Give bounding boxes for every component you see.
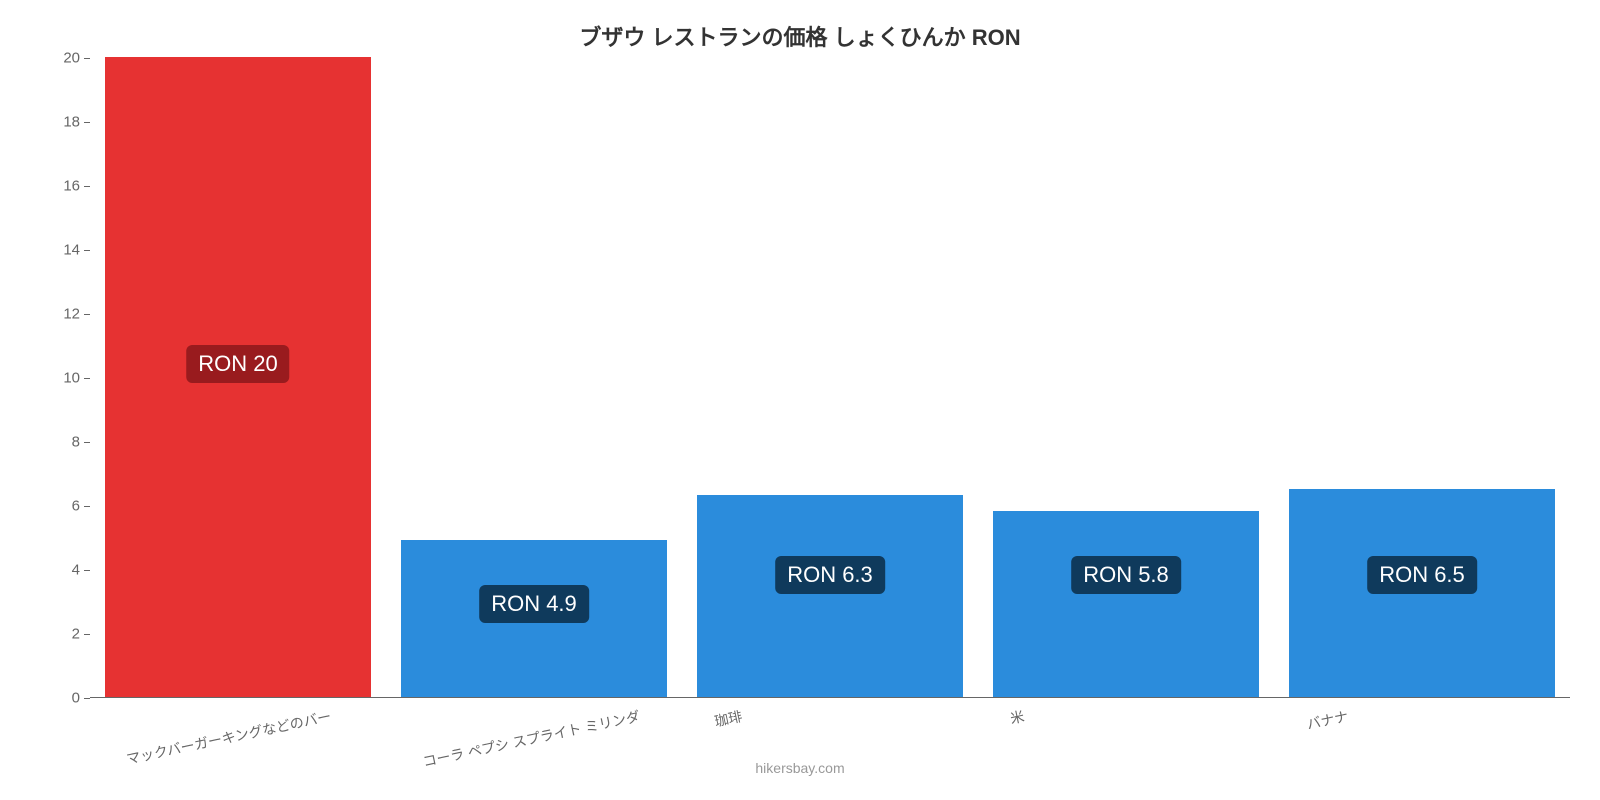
value-badge: RON 6.5 [1367, 556, 1477, 594]
chart-credit: hikersbay.com [755, 760, 844, 776]
bar: RON 5.8 [993, 511, 1259, 697]
value-badge: RON 6.3 [775, 556, 885, 594]
plot-area: 02468101214161820RON 20RON 4.9RON 6.3RON… [90, 58, 1570, 698]
chart-title: ブザウ レストランの価格 しょくひんか RON [579, 20, 1020, 52]
price-bar-chart: ブザウ レストランの価格 しょくひんか RON 0246810121416182… [0, 0, 1600, 800]
y-tick-mark [84, 250, 90, 251]
x-axis-label: バナナ [1305, 706, 1350, 734]
y-tick-mark [84, 698, 90, 699]
value-badge: RON 4.9 [479, 585, 589, 623]
y-tick-mark [84, 186, 90, 187]
x-axis-label: 珈琲 [712, 706, 744, 731]
y-tick-mark [84, 58, 90, 59]
bar: RON 6.3 [697, 495, 963, 697]
x-axis-label: マックバーガーキングなどのバー [124, 706, 332, 769]
y-tick-mark [84, 122, 90, 123]
y-tick-mark [84, 634, 90, 635]
y-tick-mark [84, 570, 90, 571]
x-axis-label: コーラ ペプシ スプライト ミリンダ [420, 706, 641, 772]
x-axis-label: 米 [1008, 706, 1026, 728]
y-tick-mark [84, 314, 90, 315]
bar: RON 20 [105, 57, 371, 697]
bar: RON 6.5 [1289, 489, 1555, 697]
y-tick-mark [84, 378, 90, 379]
y-tick-mark [84, 506, 90, 507]
value-badge: RON 20 [186, 345, 289, 383]
value-badge: RON 5.8 [1071, 556, 1181, 594]
bar: RON 4.9 [401, 540, 667, 697]
y-tick-mark [84, 442, 90, 443]
